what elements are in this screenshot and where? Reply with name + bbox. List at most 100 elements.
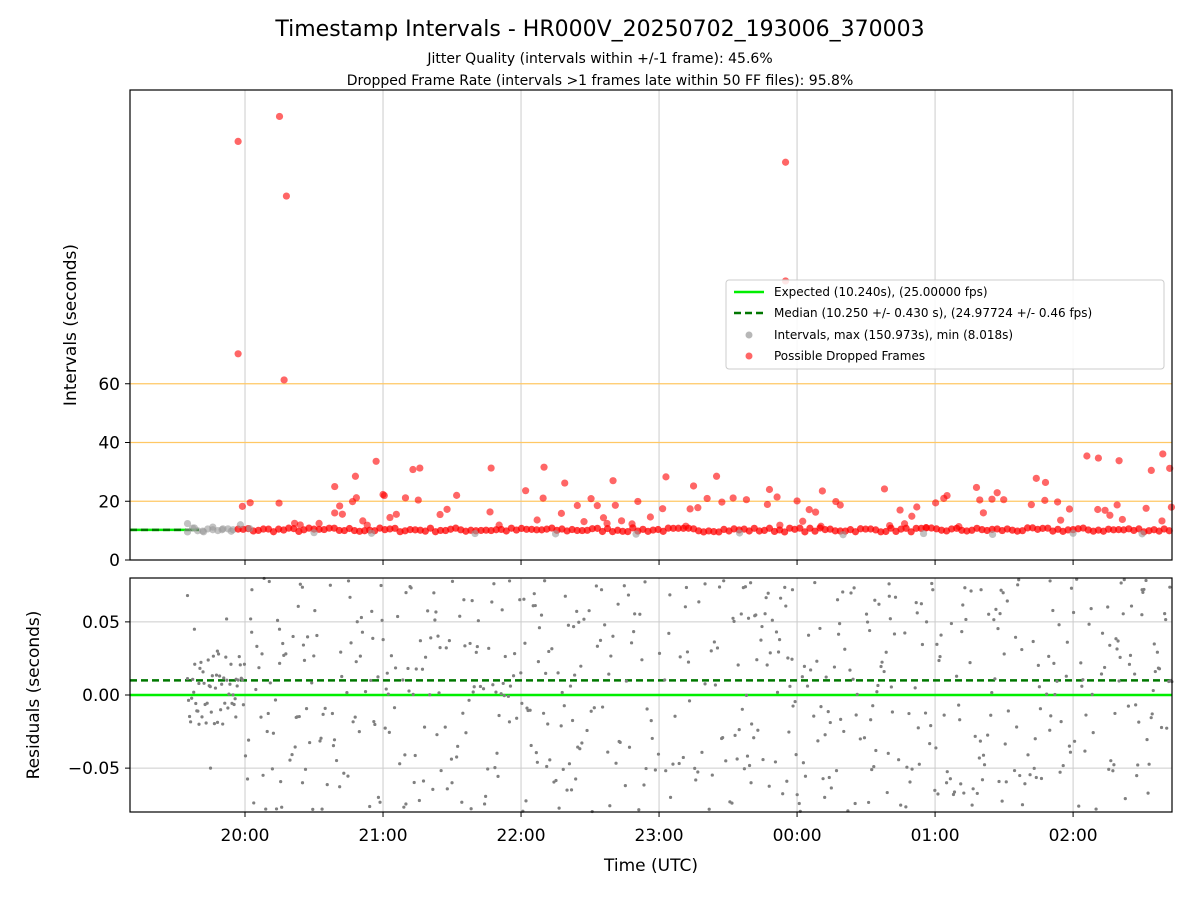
residual-point xyxy=(308,740,312,745)
residuals-y-tick-label-2: 0.05 xyxy=(82,613,120,633)
residual-point xyxy=(339,650,343,654)
residual-point xyxy=(1038,707,1043,711)
residual-point xyxy=(568,684,573,688)
residual-point xyxy=(302,658,307,663)
residual-point xyxy=(304,707,309,711)
residual-point xyxy=(585,728,589,733)
residual-point xyxy=(1140,588,1144,592)
residual-point xyxy=(1077,804,1081,808)
residual-point xyxy=(1052,661,1056,665)
residual-point xyxy=(187,714,192,719)
residuals-y-tick-label-0: −0.05 xyxy=(68,759,120,779)
dropped-frame-point xyxy=(932,499,940,507)
residual-point xyxy=(284,652,288,656)
residual-point xyxy=(880,660,884,664)
residual-point xyxy=(760,624,764,629)
residual-point xyxy=(545,764,549,769)
residual-point xyxy=(235,684,239,688)
residual-point xyxy=(378,800,382,804)
residual-point xyxy=(668,795,673,799)
dropped-frame-point xyxy=(234,137,242,146)
residual-point xyxy=(206,658,210,662)
residual-point xyxy=(1057,623,1061,627)
dropped-frame-point xyxy=(729,494,737,502)
residual-point xyxy=(420,667,425,671)
residual-point xyxy=(496,774,500,778)
dropped-frame-point xyxy=(336,502,344,510)
dropped-frame-point xyxy=(401,494,410,502)
residual-point xyxy=(678,655,682,659)
residual-point xyxy=(993,677,997,681)
residual-point xyxy=(1048,579,1052,583)
dropped-frame-point xyxy=(331,509,339,517)
residual-point xyxy=(208,766,213,770)
residual-point xyxy=(957,703,961,707)
residual-point xyxy=(539,613,544,617)
residual-point xyxy=(731,616,735,620)
residual-point xyxy=(908,780,912,784)
residual-point xyxy=(358,654,362,658)
residual-point xyxy=(445,787,449,791)
residual-point xyxy=(1000,799,1004,803)
residual-point xyxy=(835,598,840,602)
residual-point xyxy=(211,654,215,658)
residual-point xyxy=(849,591,853,595)
residual-point xyxy=(791,704,795,708)
dropped-frame-point xyxy=(1083,452,1091,460)
residual-point xyxy=(609,654,613,658)
dropped-frame-point xyxy=(363,521,371,529)
residual-point xyxy=(1079,661,1083,665)
residual-point xyxy=(225,678,229,682)
dropped-frame-point xyxy=(1064,526,1072,534)
residual-point xyxy=(275,618,280,623)
residual-point xyxy=(225,617,229,621)
residuals-points xyxy=(185,576,1174,814)
residual-point xyxy=(777,638,782,642)
dropped-frame-point xyxy=(817,522,825,530)
dropped-frame-point xyxy=(436,526,445,535)
residual-point xyxy=(478,684,483,689)
residual-point xyxy=(684,585,689,590)
residual-point xyxy=(801,761,805,765)
residual-point xyxy=(1135,774,1139,778)
residual-point xyxy=(300,781,305,785)
residual-point xyxy=(805,684,810,688)
residual-point xyxy=(748,581,753,585)
dropped-frame-point xyxy=(972,483,981,492)
residual-point xyxy=(752,736,756,740)
residual-point xyxy=(1115,647,1119,651)
residual-point xyxy=(507,579,512,583)
dropped-frame-point xyxy=(522,487,530,495)
residual-point xyxy=(278,661,282,665)
residual-point xyxy=(855,692,859,696)
residual-point xyxy=(1145,737,1149,742)
residual-point xyxy=(444,646,448,650)
residual-point xyxy=(537,626,542,630)
residual-point xyxy=(409,586,413,590)
dropped-frame-point xyxy=(1147,466,1155,475)
dropped-frame-point xyxy=(703,494,711,503)
residual-point xyxy=(1048,728,1052,732)
residual-point xyxy=(790,588,795,592)
residual-point xyxy=(561,767,565,772)
residual-point xyxy=(319,736,323,740)
residual-point xyxy=(468,641,472,646)
residual-point xyxy=(874,748,878,753)
dropped-frame-point xyxy=(1057,516,1065,524)
residual-point xyxy=(890,710,895,714)
residual-point xyxy=(848,668,852,672)
residual-point xyxy=(795,793,799,797)
residual-point xyxy=(185,677,190,681)
dropped-frame-point xyxy=(540,463,548,471)
residual-point xyxy=(233,697,237,701)
residual-point xyxy=(761,757,765,762)
residual-point xyxy=(599,588,604,592)
residual-point xyxy=(323,706,327,710)
residual-point xyxy=(905,765,909,769)
residual-point xyxy=(595,644,600,648)
residual-point xyxy=(544,671,548,675)
residual-point xyxy=(1163,611,1167,616)
residual-point xyxy=(560,690,564,695)
residual-point xyxy=(313,609,317,613)
intervals-plot-frame xyxy=(129,89,1173,561)
